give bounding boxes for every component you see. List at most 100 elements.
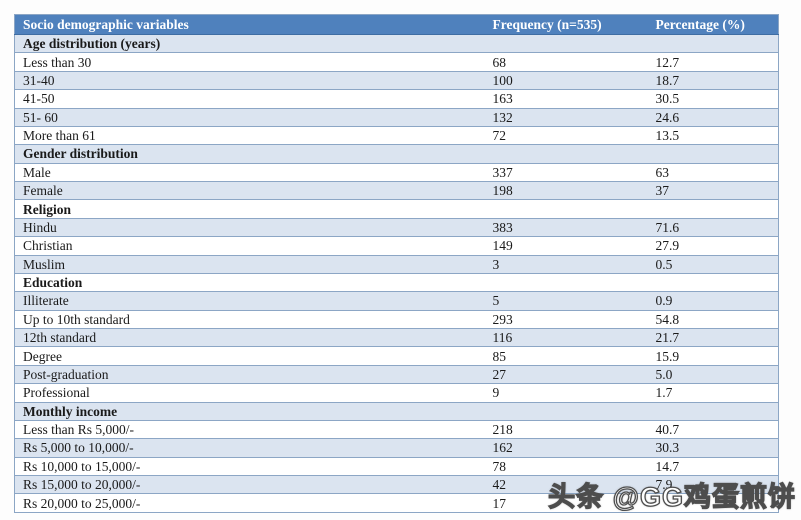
table-row: Hindu 383 71.6 <box>14 218 779 237</box>
percentage-cell: 14.7 <box>646 457 779 476</box>
percentage-cell <box>646 144 779 164</box>
percentage-cell: 0.9 <box>646 291 779 311</box>
percentage-cell: 18.7 <box>646 71 779 90</box>
frequency-cell: 162 <box>483 438 647 458</box>
column-header-variables: Socio demographic variables <box>14 14 484 35</box>
frequency-cell: 383 <box>483 218 647 237</box>
table-row: Rs 10,000 to 15,000/- 78 14.7 <box>14 457 779 476</box>
percentage-cell: 12.7 <box>646 52 779 72</box>
frequency-cell: 293 <box>483 310 647 329</box>
frequency-cell: 149 <box>483 236 647 255</box>
table-row: Less than 30 68 12.7 <box>14 52 779 72</box>
column-header-percentage: Percentage (%) <box>646 14 779 35</box>
variable-cell: 31-40 <box>14 71 484 90</box>
frequency-cell <box>483 402 647 421</box>
variable-cell: Professional <box>14 383 484 402</box>
percentage-cell: 5.0 <box>646 365 779 384</box>
frequency-cell: 5 <box>483 291 647 311</box>
table-row: Muslim 3 0.5 <box>14 255 779 274</box>
frequency-cell: 3 <box>483 255 647 274</box>
frequency-cell: 132 <box>483 108 647 127</box>
percentage-cell: 21.7 <box>646 328 779 347</box>
table-row: 31-40 100 18.7 <box>14 71 779 90</box>
variable-cell: Muslim <box>14 255 484 274</box>
table-row: Male 337 63 <box>14 163 779 182</box>
section-row: Age distribution (years) <box>14 34 779 53</box>
table-row: Professional 9 1.7 <box>14 383 779 402</box>
percentage-cell <box>646 199 779 219</box>
table-row: Rs 5,000 to 10,000/- 162 30.3 <box>14 438 779 458</box>
table-row: Degree 85 15.9 <box>14 346 779 366</box>
frequency-cell: 9 <box>483 383 647 402</box>
frequency-cell: 337 <box>483 163 647 182</box>
frequency-cell <box>483 34 647 53</box>
variable-cell: Gender distribution <box>14 144 484 164</box>
frequency-cell: 68 <box>483 52 647 72</box>
variable-cell: Monthly income <box>14 402 484 421</box>
frequency-cell: 27 <box>483 365 647 384</box>
variable-cell: Rs 10,000 to 15,000/- <box>14 457 484 476</box>
frequency-cell: 85 <box>483 346 647 366</box>
table-row: Post-graduation 27 5.0 <box>14 365 779 384</box>
variable-cell: Christian <box>14 236 484 255</box>
percentage-cell: 54.8 <box>646 310 779 329</box>
variable-cell: 12th standard <box>14 328 484 347</box>
percentage-cell: 30.3 <box>646 438 779 458</box>
variable-cell: Male <box>14 163 484 182</box>
percentage-cell <box>646 34 779 53</box>
table-row: 12th standard 116 21.7 <box>14 328 779 347</box>
frequency-cell: 163 <box>483 89 647 108</box>
variable-cell: Up to 10th standard <box>14 310 484 329</box>
variable-cell: Education <box>14 273 484 292</box>
toutiao-watermark: 头条 @GG鸡蛋煎饼 <box>548 481 796 512</box>
variable-cell: Female <box>14 181 484 200</box>
table-row: Christian 149 27.9 <box>14 236 779 255</box>
variable-cell: Rs 5,000 to 10,000/- <box>14 438 484 458</box>
table-row: Rs 15,000 to 20,000/- 42 7.9 <box>14 475 779 494</box>
percentage-cell: 40.7 <box>646 420 779 439</box>
frequency-cell: 116 <box>483 328 647 347</box>
variable-cell: Religion <box>14 199 484 219</box>
percentage-cell: 63 <box>646 163 779 182</box>
variable-cell: More than 61 <box>14 126 484 145</box>
section-row: Gender distribution <box>14 144 779 164</box>
percentage-cell: 0.5 <box>646 255 779 274</box>
percentage-cell: 30.5 <box>646 89 779 108</box>
table-row: Illiterate 5 0.9 <box>14 291 779 311</box>
variable-cell: Illiterate <box>14 291 484 311</box>
percentage-cell: 15.9 <box>646 346 779 366</box>
variable-cell: Rs 20,000 to 25,000/- <box>14 493 484 513</box>
frequency-cell: 100 <box>483 71 647 90</box>
section-row: Education <box>14 273 779 292</box>
demographics-table-container: Socio demographic variables Frequency (n… <box>14 14 779 513</box>
variable-cell: Less than 30 <box>14 52 484 72</box>
variable-cell: Post-graduation <box>14 365 484 384</box>
variable-cell: 41-50 <box>14 89 484 108</box>
percentage-cell: 71.6 <box>646 218 779 237</box>
section-row: Monthly income <box>14 402 779 421</box>
variable-cell: Hindu <box>14 218 484 237</box>
table-row: More than 61 72 13.5 <box>14 126 779 145</box>
column-header-frequency: Frequency (n=535) <box>483 14 647 35</box>
table-row: Up to 10th standard 293 54.8 <box>14 310 779 329</box>
percentage-cell <box>646 273 779 292</box>
table-row: Female 198 37 <box>14 181 779 200</box>
demographics-table: Socio demographic variables Frequency (n… <box>14 14 779 513</box>
percentage-cell: 37 <box>646 181 779 200</box>
frequency-cell <box>483 144 647 164</box>
percentage-cell: 13.5 <box>646 126 779 145</box>
percentage-cell <box>646 493 779 513</box>
table-row: Less than Rs 5,000/- 218 40.7 <box>14 420 779 439</box>
variable-cell: Less than Rs 5,000/- <box>14 420 484 439</box>
variable-cell: Degree <box>14 346 484 366</box>
variable-cell: Age distribution (years) <box>14 34 484 53</box>
table-row: 51- 60 132 24.6 <box>14 108 779 127</box>
table-row: 41-50 163 30.5 <box>14 89 779 108</box>
percentage-cell: 1.7 <box>646 383 779 402</box>
frequency-cell: 17 <box>483 493 647 513</box>
frequency-cell: 198 <box>483 181 647 200</box>
frequency-cell <box>483 199 647 219</box>
table-row: Rs 20,000 to 25,000/- 17 <box>14 493 779 513</box>
section-row: Religion <box>14 199 779 219</box>
variable-cell: 51- 60 <box>14 108 484 127</box>
